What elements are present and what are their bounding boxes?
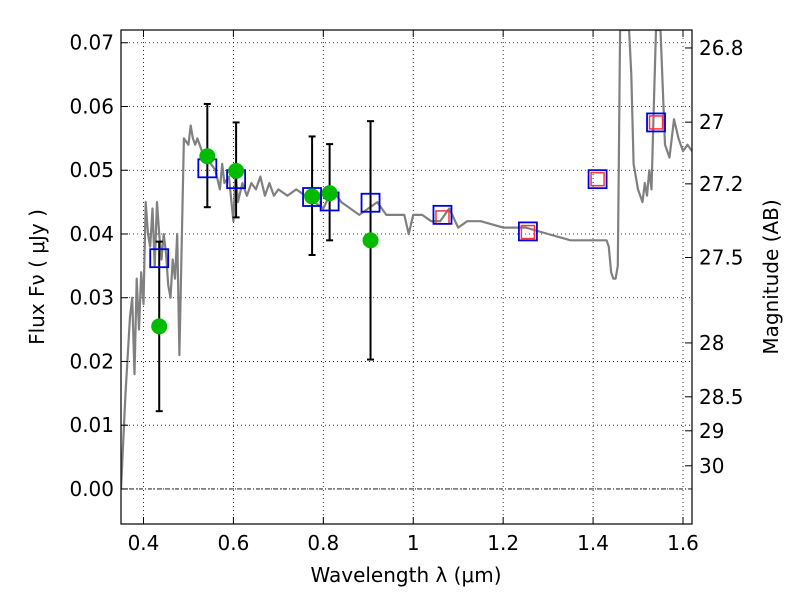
y2-tick-label: 27.2 — [699, 172, 744, 196]
y-tick-label: 0.00 — [69, 477, 114, 501]
model-photometry-point — [149, 248, 170, 269]
y2-axis-title: Magnitude (AB) — [759, 199, 783, 354]
x-tick-label: 1.2 — [487, 531, 519, 555]
observed-point — [151, 318, 168, 335]
ir-observed-point — [590, 171, 605, 187]
y2-tick-label: 28 — [699, 331, 724, 355]
observed-point — [304, 188, 321, 205]
y2-tick-label: 27 — [699, 110, 724, 134]
y-tick-label: 0.03 — [69, 286, 114, 310]
observed-point — [228, 162, 245, 179]
y-tick-label: 0.07 — [69, 31, 114, 55]
observed-point — [321, 185, 338, 202]
x-tick-label: 1.6 — [667, 531, 699, 555]
x-tick-label: 1 — [407, 531, 420, 555]
model-photometry-point — [432, 204, 453, 225]
y-tick-label: 0.02 — [69, 349, 114, 373]
plot-frame — [120, 29, 693, 525]
observed-point — [199, 148, 216, 165]
y-tick-label: 0.06 — [69, 94, 114, 118]
y-tick-label: 0.05 — [69, 158, 114, 182]
y2-tick-label: 27.5 — [699, 246, 744, 270]
x-tick-label: 1.4 — [577, 531, 609, 555]
model-photometry-point — [587, 169, 608, 190]
plot-area — [121, 30, 692, 490]
model-photometry-point — [517, 221, 538, 242]
y2-tick-label: 26.8 — [699, 36, 744, 60]
model-photometry-point — [646, 112, 666, 133]
y2-tick-label: 28.5 — [699, 385, 744, 409]
axes: 0.4 0.6 0.8 1 1.2 1.4 1.6 0.00 0.01 0.02 0.03 0.04 0… — [69, 30, 744, 555]
observed-point — [362, 232, 379, 249]
y-tick-label: 0.04 — [69, 222, 114, 246]
y2-tick-label: 29 — [699, 419, 724, 443]
y2-tick-label: 30 — [699, 454, 724, 478]
y-axis-title: Flux Fν ( μJy ) — [25, 209, 49, 345]
x-axis-title: Wavelength λ (μm) — [310, 563, 501, 587]
x-tick-label: 0.6 — [217, 531, 249, 555]
x-tick-label: 0.4 — [128, 531, 160, 555]
ir-observed-point — [648, 115, 664, 130]
ir-observed-point — [520, 224, 536, 240]
x-tick-label: 0.8 — [307, 531, 339, 555]
y-tick-label: 0.01 — [69, 413, 114, 437]
model-photometry-point — [360, 192, 381, 213]
